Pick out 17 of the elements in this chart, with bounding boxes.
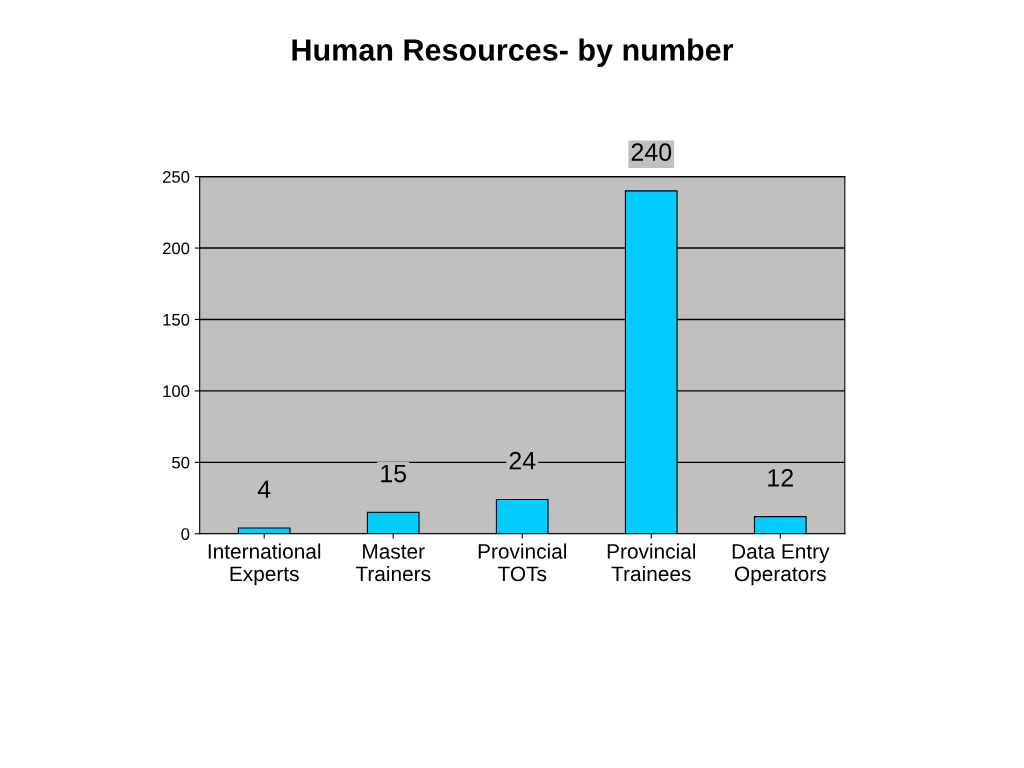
- y-tick-label: 250: [162, 171, 190, 183]
- y-tick-label: 200: [162, 242, 190, 255]
- x-tick-label: Master Trainers: [355, 544, 431, 582]
- x-tick-label: Data Entry Operators: [732, 544, 830, 586]
- data-label: 15: [381, 464, 407, 483]
- y-tick-label: 100: [163, 385, 190, 398]
- x-tick-label: Provincial TOTs: [478, 543, 566, 582]
- data-label: 24: [509, 451, 536, 470]
- data-label: 240: [631, 143, 672, 161]
- y-tick-label: 50: [172, 456, 190, 469]
- chart-title: Human Resources- by number: [292, 38, 734, 67]
- y-tick-label: 150: [163, 313, 190, 326]
- x-tick-label: Provincial Trainees: [607, 543, 696, 582]
- y-tick-label: 0: [181, 528, 190, 540]
- data-label: 4: [257, 480, 271, 498]
- x-tick-label: International Experts: [208, 543, 321, 586]
- data-label: 12: [768, 468, 793, 487]
